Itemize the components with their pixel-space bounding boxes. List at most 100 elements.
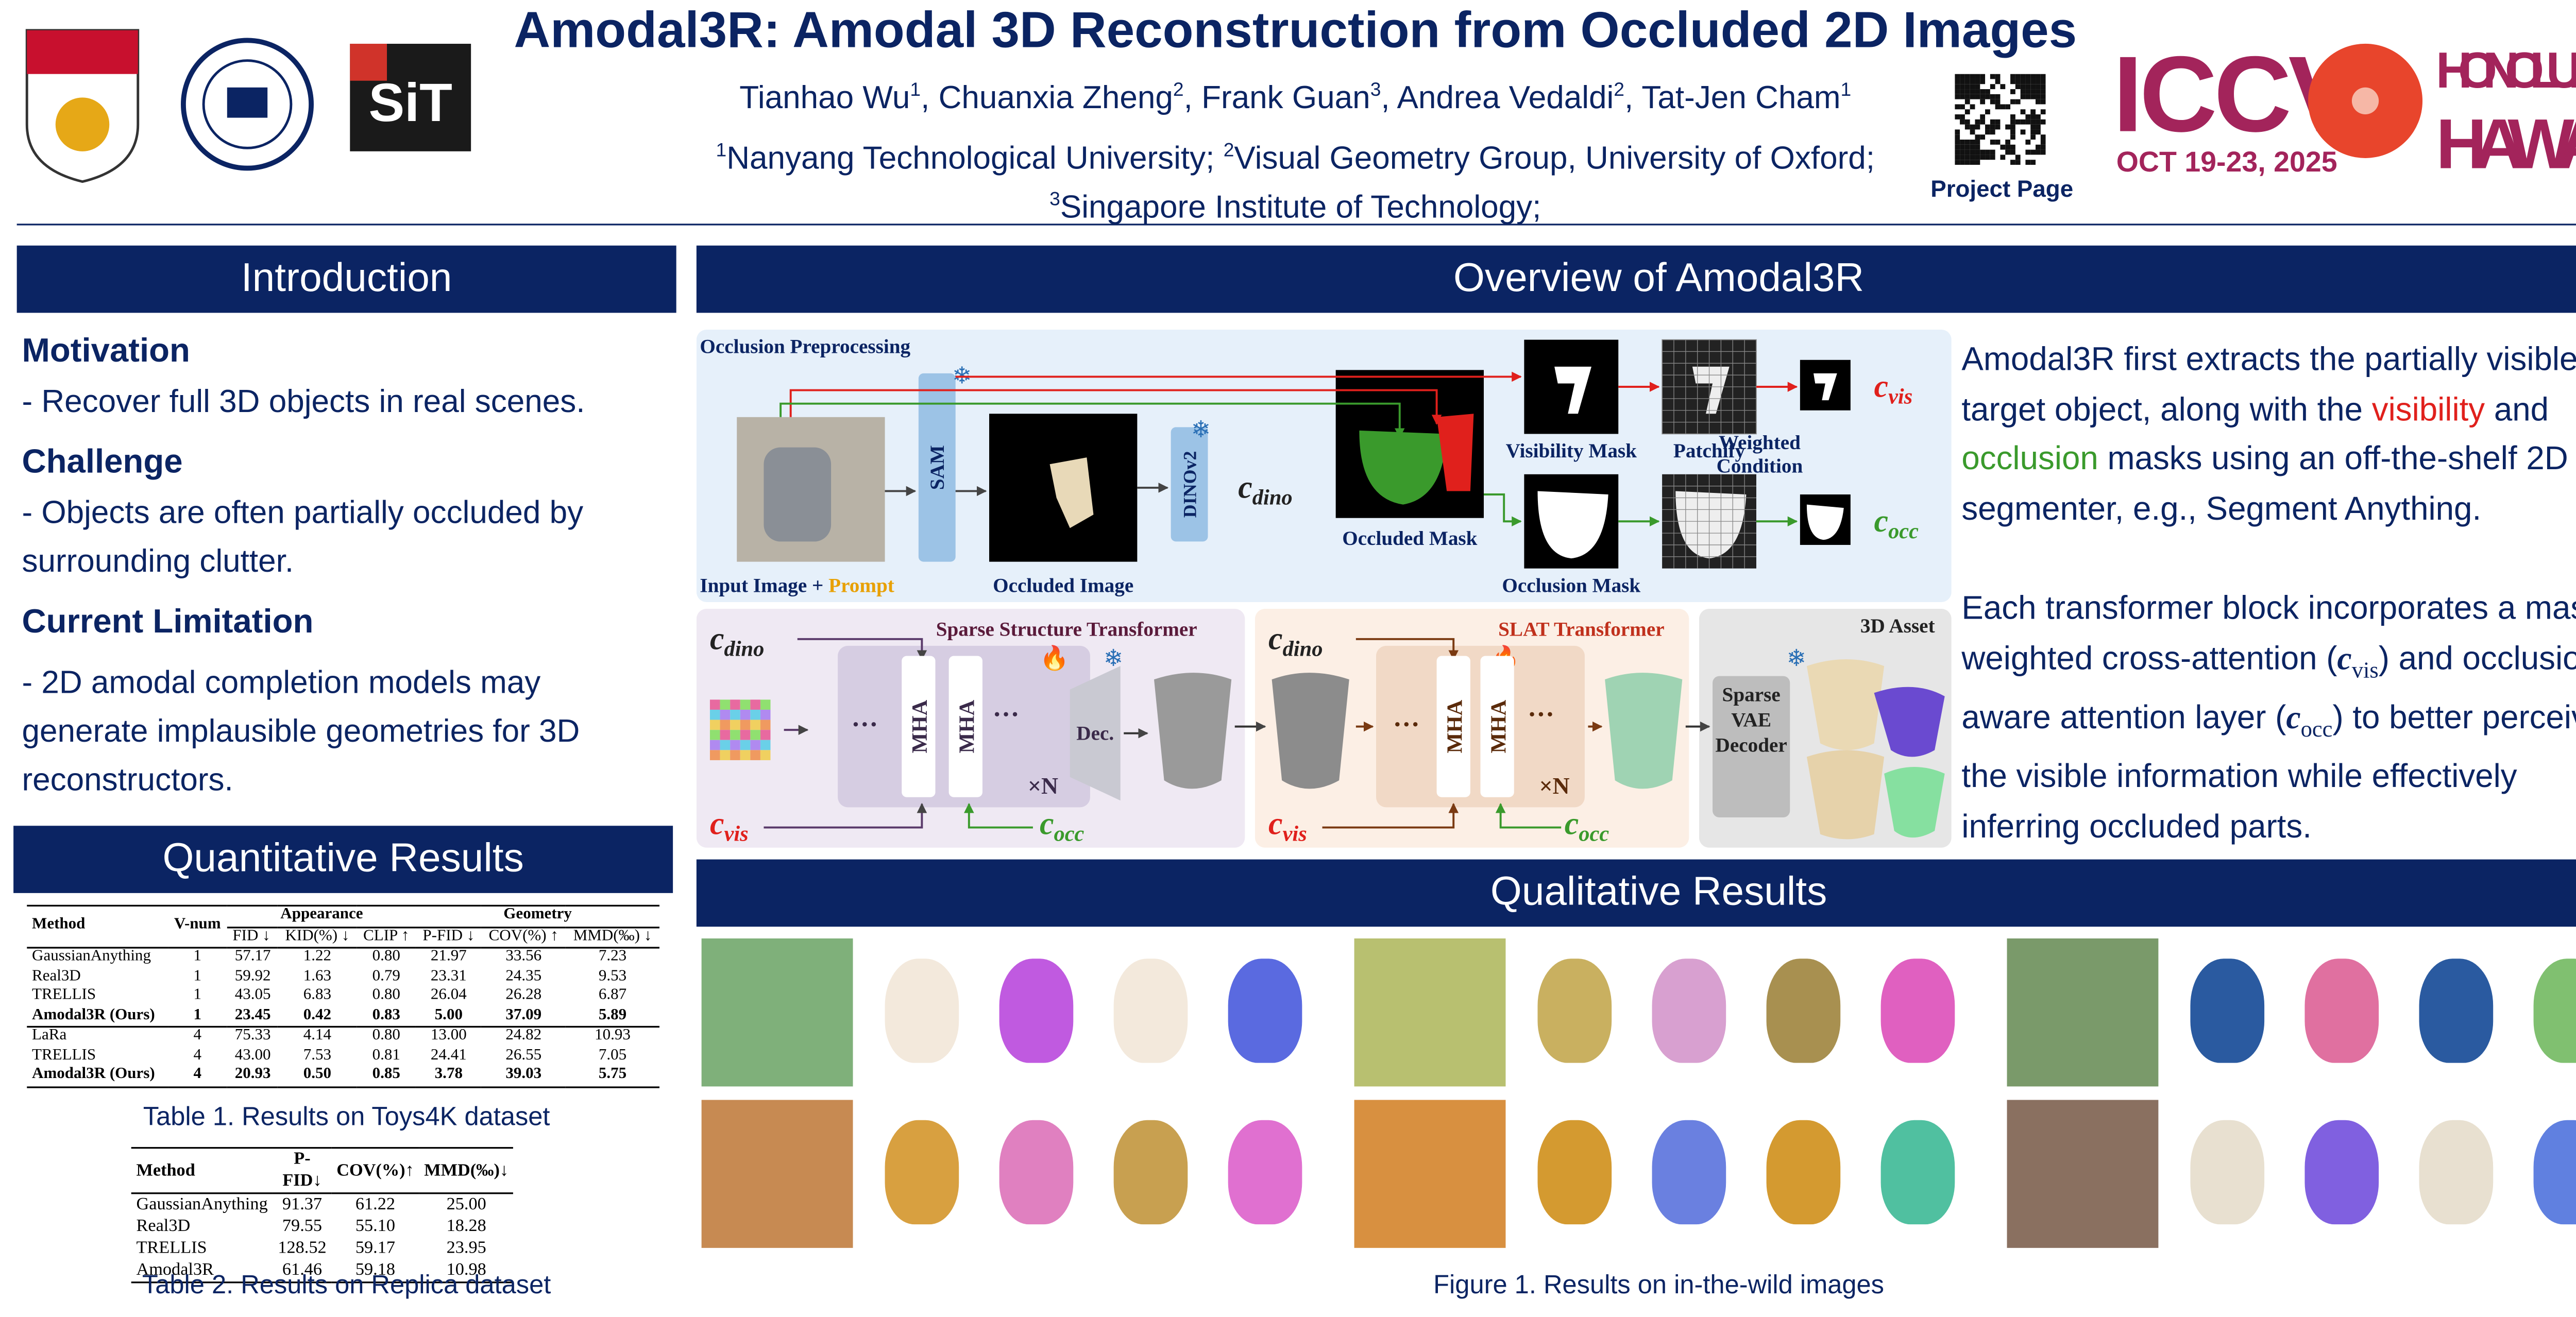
qr-module: [1964, 140, 1970, 145]
noise-voxel: [760, 709, 771, 720]
c-vis: cvis: [710, 807, 749, 846]
math-sub: vis: [2351, 656, 2379, 682]
diagram-label: Visibility Mask: [1506, 440, 1637, 462]
qr-module: [1990, 74, 1995, 79]
c-occ: cocc: [1565, 807, 1609, 846]
table-cell: 3.78: [434, 1066, 463, 1083]
noise-voxel: [750, 720, 760, 730]
table-cell: 24.35: [505, 968, 542, 985]
frozen-icon: ❄: [1191, 416, 1211, 442]
column-header: COV(%) ↑: [488, 927, 558, 945]
weighted-visible-shape: [1814, 373, 1837, 401]
qr-module: [2000, 104, 2006, 110]
ntu-lion: [55, 97, 110, 151]
reconstruction-render: [885, 1120, 959, 1225]
qr-module: [1955, 104, 1960, 110]
qr-module: [2000, 144, 2006, 150]
qr-module: [1990, 94, 1995, 99]
diagram-label: Occluded Image: [993, 574, 1133, 596]
hibiscus-center: [2351, 87, 2379, 115]
table-cell: 7.05: [598, 1047, 627, 1064]
arrow: [1355, 638, 1459, 660]
reconstruction-render: [1880, 1120, 1955, 1225]
table-cell: 25.00: [446, 1195, 486, 1215]
qr-module: [1955, 94, 1960, 99]
text-run: Each transformer block incorporates a ma…: [1961, 590, 2576, 677]
mha-label: MHA: [955, 699, 979, 753]
reconstruction-render: [999, 959, 1074, 1063]
project-page-label[interactable]: Project Page: [1930, 175, 2074, 202]
table-cell: 7.23: [598, 948, 627, 966]
math: c: [710, 621, 724, 656]
qr-module: [1955, 84, 1960, 90]
author-sup: 3: [1370, 80, 1381, 101]
math: c: [1040, 807, 1054, 842]
mha-block: [1436, 656, 1470, 797]
qr-module: [1970, 140, 1975, 145]
author-sup: 2: [1614, 80, 1625, 101]
table-cell: 26.04: [430, 987, 467, 1004]
qr-module: [2040, 94, 2046, 99]
table-cell: 4: [193, 1028, 202, 1045]
text-run: ) to better perceive the visible informa…: [1961, 699, 2576, 846]
math: c: [1874, 369, 1889, 404]
paragraph: Each transformer block incorporates a ma…: [1961, 585, 2576, 853]
text-run: masks using an off-the-shelf 2D segmente…: [1961, 440, 2568, 527]
noise-voxel: [709, 730, 720, 740]
table-cell: 9.53: [598, 968, 627, 985]
qr-module: [2030, 109, 2036, 115]
qr-module: [1955, 149, 1960, 155]
table-header-row: Method V-num Appearance Geometry: [27, 905, 660, 934]
diagram-label: Patchify: [1673, 440, 1745, 462]
table-cell: TRELLIS: [32, 1047, 96, 1064]
diagram-label: SLAT Transformer: [1498, 618, 1664, 640]
column-header: P-FID↓: [282, 1150, 322, 1191]
table-cell: 0.80: [372, 987, 400, 1004]
intro-heading: Current Limitation: [22, 604, 314, 641]
qr-module: [2020, 94, 2026, 99]
qr-module: [2010, 79, 2015, 84]
qr-module: [2030, 160, 2036, 165]
table-cell: 24.41: [430, 1047, 467, 1064]
qr-module: [2040, 144, 2046, 150]
qr-module: [2015, 99, 2021, 105]
qr-module: [1980, 134, 1986, 140]
column-header: FID ↓: [232, 927, 270, 945]
math-sub: occ: [1054, 822, 1084, 846]
diagram-label: SAM: [926, 445, 948, 490]
noise-voxel: [760, 699, 771, 710]
qr-module: [1975, 124, 1980, 130]
section-header: Overview of Amodal3R: [696, 245, 2576, 313]
table-cell: 23.45: [234, 1006, 271, 1023]
qr-module: [1975, 149, 1980, 155]
qr-module: [2010, 134, 2015, 140]
author: Tianhao Wu: [739, 81, 910, 117]
qr-module: [1964, 79, 1970, 84]
table-cell: Amodal3R: [136, 1261, 214, 1280]
c-occ: cocc: [1874, 504, 1919, 543]
qr-module: [1980, 119, 1986, 125]
reconstruction-render: [1113, 959, 1188, 1063]
qr-module: [1990, 129, 1995, 135]
table-cell: 10.98: [446, 1261, 486, 1280]
affiliation-line: 3Singapore Institute of Technology;: [437, 180, 2154, 230]
column-header: Method: [32, 917, 86, 934]
table-cell: 75.33: [234, 1028, 271, 1045]
qr-module: [1964, 94, 1970, 99]
visibility-mask-shape: [1554, 366, 1591, 414]
qr-module: [1980, 74, 1986, 79]
qr-code[interactable]: [1955, 74, 2046, 165]
noise-voxel: [730, 730, 740, 740]
qr-module: [2040, 84, 2046, 90]
qr-module: [1985, 109, 1990, 115]
table-subheader-row: FID ↓ KID(%) ↓ CLIP ↑ P-FID ↓ COV(%) ↑ MMD(‰)…: [27, 927, 660, 948]
noise-cube: [709, 699, 771, 760]
input-image: [2007, 938, 2159, 1087]
table-cell: 0.83: [372, 1006, 400, 1023]
diagram-label: DINOv2: [1180, 451, 1200, 518]
diagram-label: Occlusion Mask: [1502, 574, 1640, 596]
noise-voxel: [740, 730, 751, 740]
qr-module: [2025, 140, 2031, 145]
latent-mug: [1605, 673, 1683, 789]
reconstruction-render: [999, 1120, 1074, 1225]
